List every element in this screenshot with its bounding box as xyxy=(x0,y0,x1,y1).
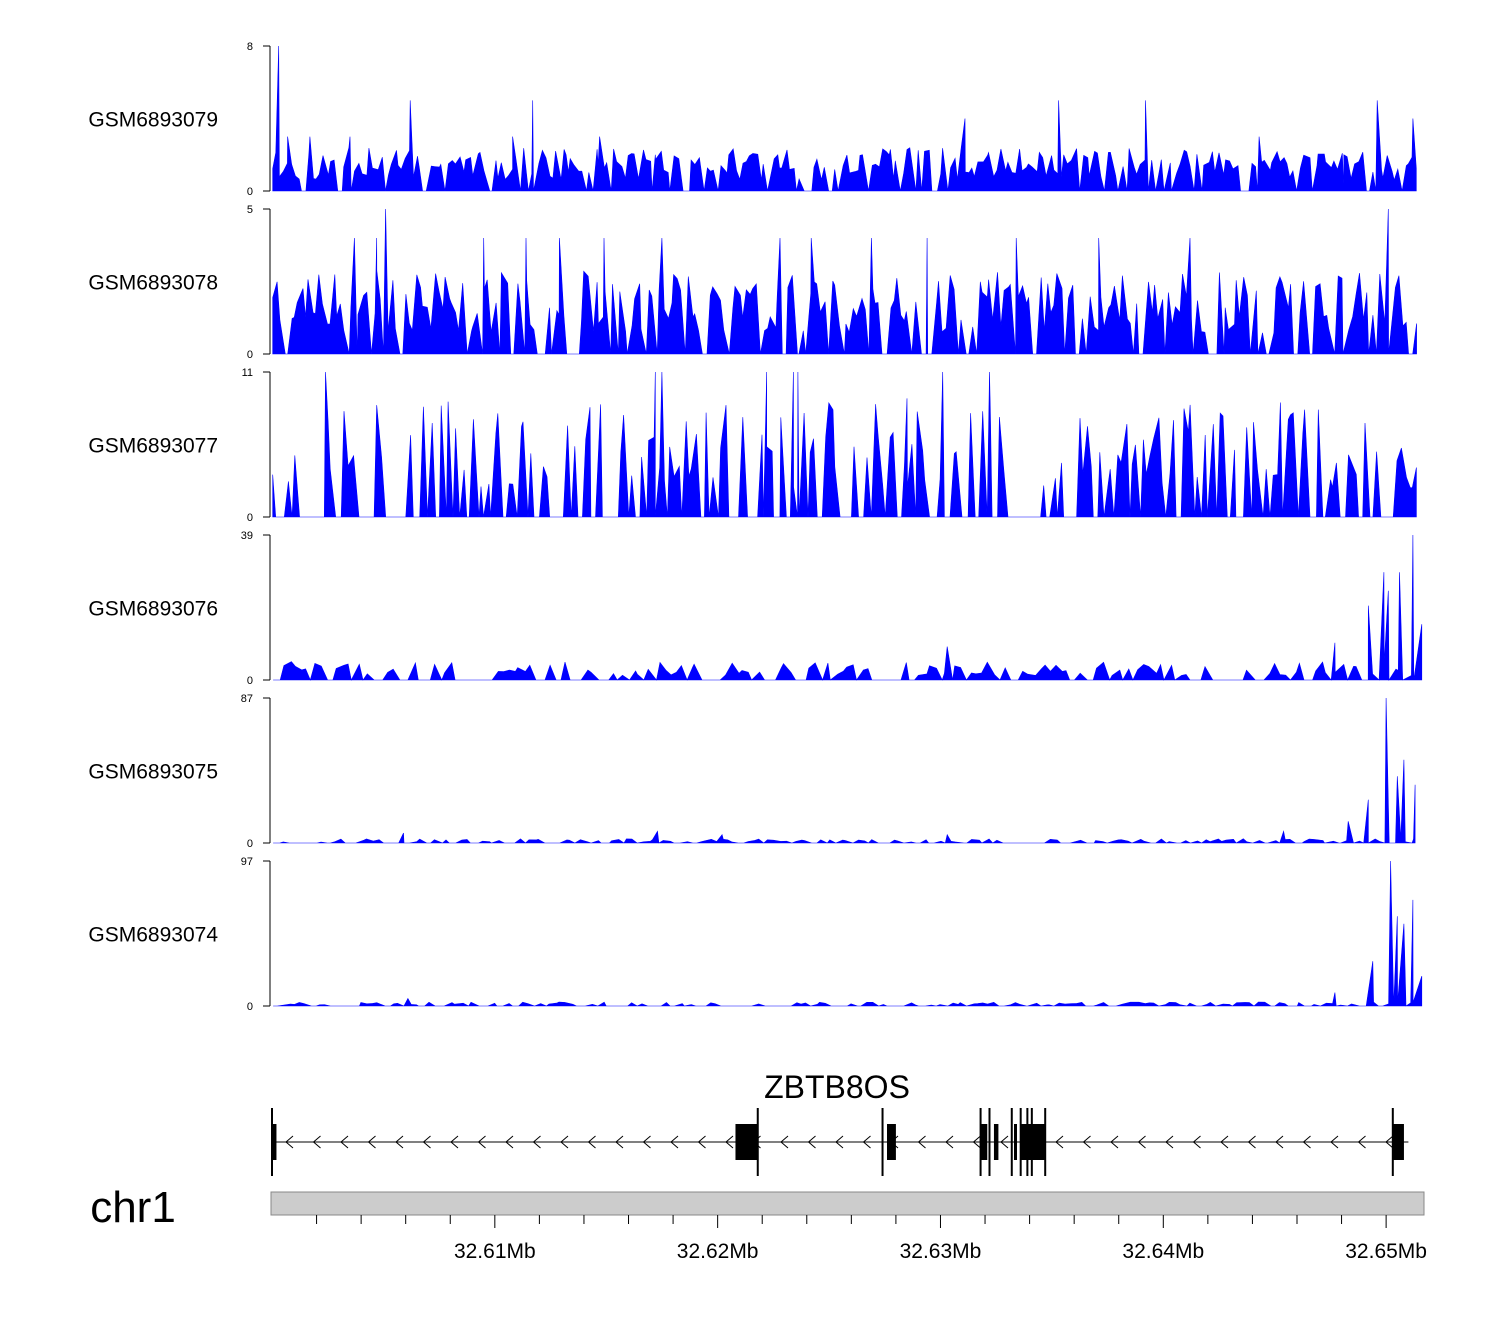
y-max-label: 11 xyxy=(242,367,253,379)
y-min-label: 0 xyxy=(247,186,253,198)
strand-arrow xyxy=(917,1135,926,1149)
strand-arrow xyxy=(1302,1135,1311,1149)
track-GSM6893079: GSM6893079 8 0 xyxy=(88,41,1417,198)
coverage-area xyxy=(273,697,1416,844)
y-max-label: 87 xyxy=(241,693,253,705)
strand-arrow xyxy=(285,1135,294,1149)
strand-arrow xyxy=(532,1135,541,1149)
strand-arrow xyxy=(1192,1135,1201,1149)
strand-arrow xyxy=(1357,1135,1366,1149)
strand-arrow xyxy=(1137,1135,1146,1149)
gene-label: ZBTB8OS xyxy=(764,1069,910,1105)
y-min-label: 0 xyxy=(247,675,253,687)
strand-arrow xyxy=(615,1135,624,1149)
strand-arrow xyxy=(560,1135,569,1149)
y-max-label: 97 xyxy=(241,856,253,868)
exon xyxy=(1392,1124,1404,1160)
exon xyxy=(980,1124,988,1160)
track-GSM6893078: GSM6893078 5 0 xyxy=(88,204,1417,361)
track-label: GSM6893078 xyxy=(88,272,218,295)
y-max-label: 5 xyxy=(247,204,253,216)
coverage-area xyxy=(273,534,1423,682)
strand-arrow xyxy=(862,1135,871,1149)
strand-arrow xyxy=(1055,1135,1064,1149)
strand-arrow xyxy=(312,1135,321,1149)
y-min-label: 0 xyxy=(247,838,253,850)
strand-arrow xyxy=(1220,1135,1229,1149)
track-label: GSM6893079 xyxy=(88,109,218,132)
tick-label: 32.65Mb xyxy=(1345,1240,1427,1263)
tick-label: 32.63Mb xyxy=(900,1240,982,1263)
strand-arrow xyxy=(477,1135,486,1149)
strand-arrow xyxy=(1110,1135,1119,1149)
strand-arrow xyxy=(340,1135,349,1149)
exon xyxy=(993,1124,999,1160)
chromosome-axis: chr1 32.61Mb 32.62Mb 32.63Mb 32.64Mb 32.65Mb xyxy=(90,1183,1427,1263)
exon xyxy=(1020,1124,1046,1160)
y-max-label: 8 xyxy=(247,41,253,53)
exon xyxy=(735,1124,758,1160)
exon xyxy=(272,1124,277,1160)
strand-arrow xyxy=(725,1135,734,1149)
strand-arrow xyxy=(1330,1135,1339,1149)
coverage-area xyxy=(273,860,1423,1007)
coverage-area xyxy=(272,371,1417,518)
strand-arrow xyxy=(505,1135,514,1149)
y-min-label: 0 xyxy=(247,1001,253,1013)
strand-arrow xyxy=(1247,1135,1256,1149)
strand-arrow xyxy=(1082,1135,1091,1149)
tick-label: 32.64Mb xyxy=(1122,1240,1204,1263)
strand-arrow xyxy=(1000,1135,1009,1149)
coverage-area xyxy=(272,208,1417,355)
strand-arrow xyxy=(587,1135,596,1149)
strand-arrow xyxy=(422,1135,431,1149)
y-min-label: 0 xyxy=(247,349,253,361)
exon xyxy=(1014,1124,1018,1160)
track-label: GSM6893075 xyxy=(88,761,218,784)
track-GSM6893076: GSM6893076 39 0 xyxy=(88,530,1423,687)
y-min-label: 0 xyxy=(247,512,253,524)
strand-arrow xyxy=(1165,1135,1174,1149)
track-label: GSM6893074 xyxy=(88,924,218,947)
tick-label: 32.62Mb xyxy=(677,1240,759,1263)
track-label: GSM6893077 xyxy=(88,435,218,458)
strand-arrow xyxy=(697,1135,706,1149)
track-GSM6893074: GSM6893074 97 0 xyxy=(88,856,1423,1013)
coverage-area xyxy=(272,45,1417,192)
strand-arrow xyxy=(1275,1135,1284,1149)
strand-arrow xyxy=(780,1135,789,1149)
coverage-tracks: GSM689307980GSM689307850GSM6893077110GSM… xyxy=(88,41,1423,1013)
strand-arrow xyxy=(972,1135,981,1149)
track-GSM6893075: GSM6893075 87 0 xyxy=(88,693,1416,850)
strand-arrow xyxy=(367,1135,376,1149)
tick-label: 32.61Mb xyxy=(454,1240,536,1263)
strand-arrow xyxy=(945,1135,954,1149)
track-label: GSM6893076 xyxy=(88,598,218,621)
strand-arrow xyxy=(642,1135,651,1149)
strand-arrow xyxy=(835,1135,844,1149)
gene-track: ZBTB8OS xyxy=(271,1069,1409,1176)
track-GSM6893077: GSM6893077 11 0 xyxy=(88,367,1417,524)
chromosome-bar xyxy=(270,1191,1425,1216)
strand-arrow xyxy=(450,1135,459,1149)
strand-arrow xyxy=(1385,1135,1394,1149)
strand-arrow xyxy=(395,1135,404,1149)
strand-arrow xyxy=(807,1135,816,1149)
y-max-label: 39 xyxy=(241,530,253,542)
strand-arrow xyxy=(670,1135,679,1149)
chromosome-label: chr1 xyxy=(90,1183,176,1232)
exon xyxy=(886,1124,896,1160)
